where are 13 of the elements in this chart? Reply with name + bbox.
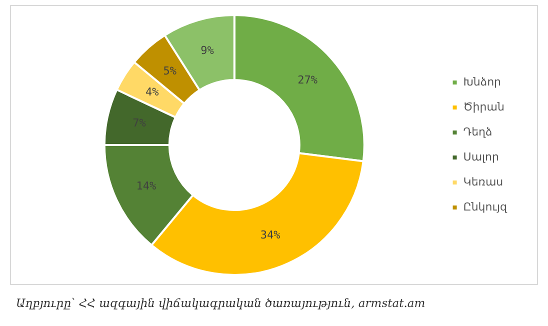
legend-label: Դեղձ — [463, 125, 492, 138]
legend-label: Ծիրան — [463, 100, 504, 114]
data-label: 27% — [298, 73, 318, 86]
data-label: 9% — [200, 44, 214, 58]
legend-label: Ընկույզ — [463, 200, 508, 214]
data-label: 4% — [145, 86, 160, 99]
legend-label: Կեռաս — [463, 175, 504, 188]
data-label: 14% — [136, 179, 156, 192]
data-label: 5% — [163, 64, 177, 78]
legend-label: Խնձոր — [463, 75, 502, 88]
legend-label: Սալոր — [463, 150, 500, 164]
text: Աղբյուրը՝ ՀՀ ազգային վիճակագրական ծառայություն, armstat.am — [16, 296, 426, 310]
data-label: 34% — [260, 228, 281, 242]
